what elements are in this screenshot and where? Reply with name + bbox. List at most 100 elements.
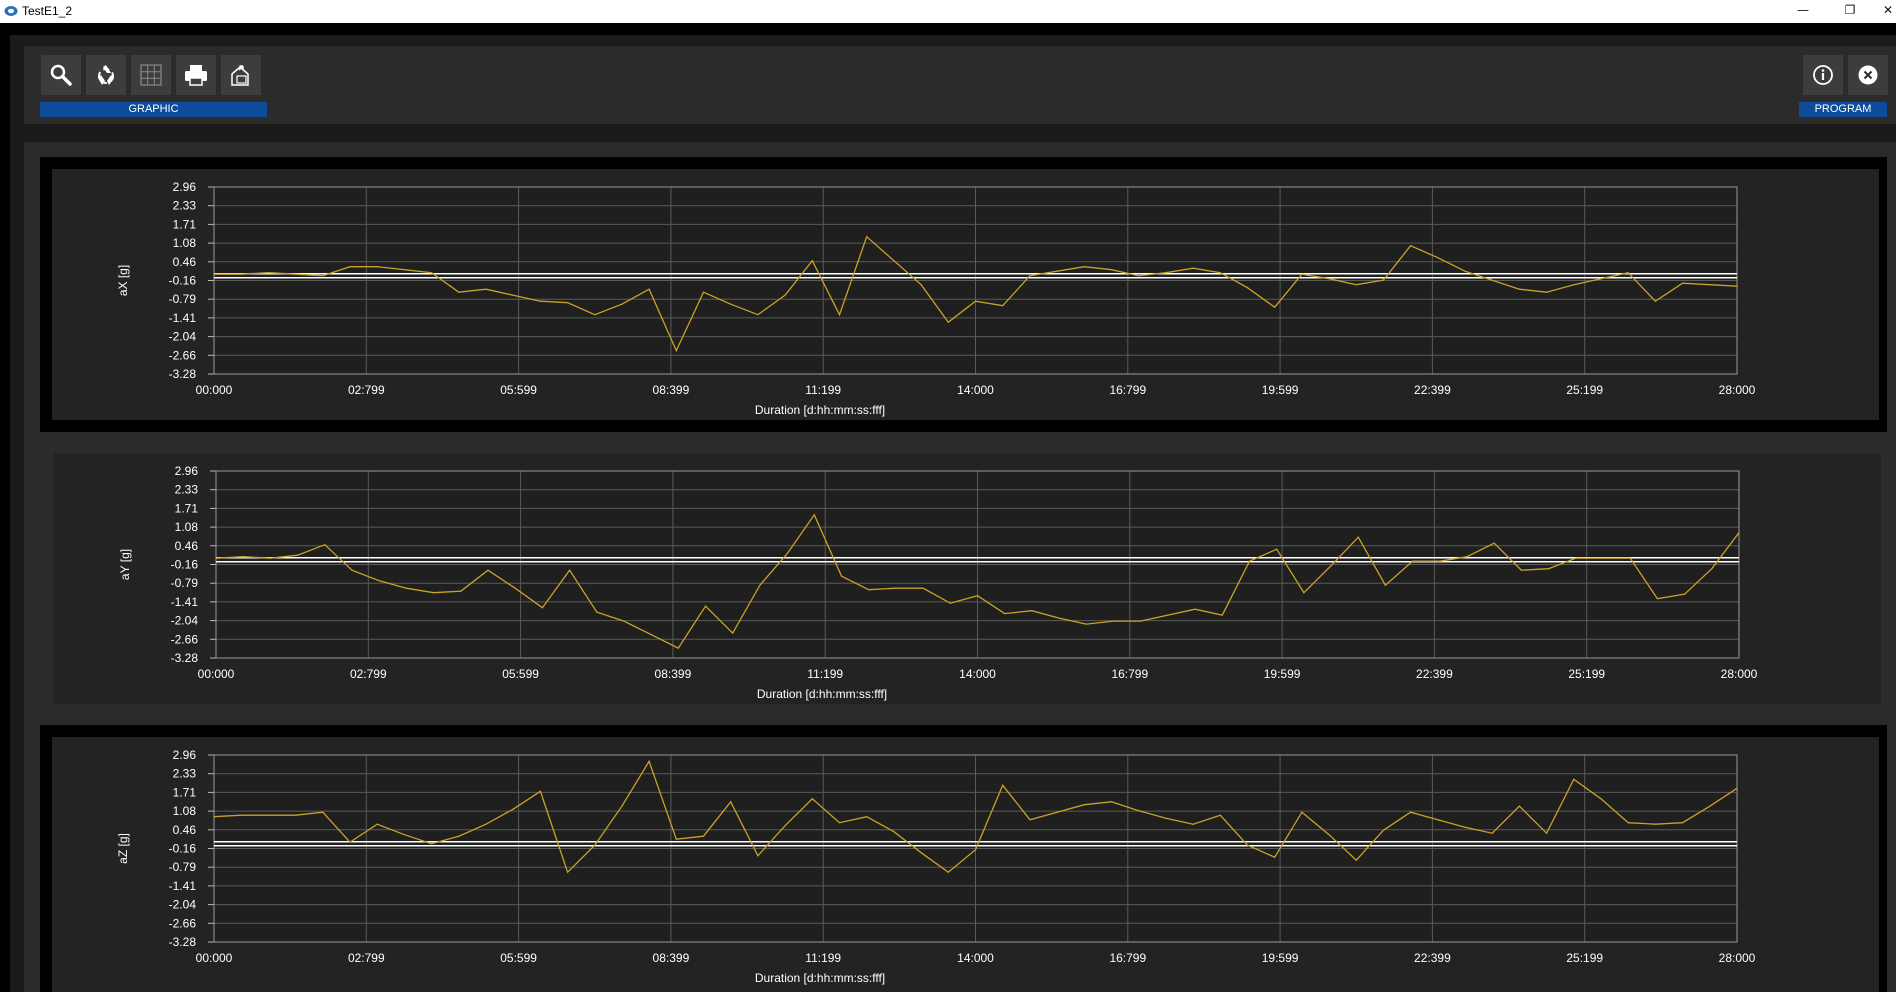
search-button[interactable]	[41, 55, 81, 95]
y-tick-label: -0.16	[171, 558, 199, 572]
data-point	[568, 569, 571, 571]
info-icon	[1813, 65, 1833, 85]
data-point	[403, 269, 405, 271]
data-point	[650, 634, 652, 636]
data-point	[1736, 787, 1738, 789]
data-point	[1464, 270, 1466, 272]
chart-ay: 2.96 2.33 1.71 1.08 0.46 -0.16 -0.79 -1.41 -2.04…	[118, 464, 1758, 701]
grid-icon	[140, 64, 162, 86]
chart-panel-ax[interactable]: 2.96 2.33 1.71 1.08 0.46 -0.16 -0.79 -1.41 -2.04…	[40, 157, 1887, 432]
x-tick-label: 25:199	[1566, 951, 1603, 965]
data-point	[485, 823, 487, 825]
data-point	[1627, 272, 1629, 274]
data-point	[1246, 287, 1249, 289]
recycle-icon	[98, 65, 114, 85]
chart-panel-az[interactable]: 2.96 2.33 1.71 1.08 0.46 -0.16 -0.79 -1.41 -2.04…	[40, 725, 1887, 992]
data-point	[512, 808, 514, 810]
data-point	[947, 871, 949, 873]
x-tick-label: 02:799	[348, 383, 385, 397]
x-tick-label: 11:199	[807, 667, 843, 681]
x-tick-label: 19:599	[1262, 383, 1299, 397]
data-point	[1138, 810, 1140, 812]
data-point	[1138, 275, 1140, 277]
x-tick-label: 00:000	[198, 667, 235, 681]
data-point	[1493, 542, 1495, 544]
data-point	[730, 303, 732, 305]
data-point	[1573, 284, 1575, 286]
graphic-section-label: GRAPHIC	[40, 102, 267, 117]
grid-button[interactable]	[131, 55, 171, 95]
data-point	[1328, 834, 1330, 836]
minimize-button[interactable]: —	[1797, 3, 1809, 17]
printer-icon	[185, 65, 207, 86]
data-point	[514, 587, 516, 589]
data-point	[922, 587, 924, 589]
data-point	[349, 841, 351, 843]
y-axis-label: aY [g]	[118, 549, 132, 580]
x-tick-label: 25:199	[1566, 383, 1603, 397]
info-button[interactable]	[1803, 55, 1843, 95]
chart-panel-ay[interactable]: 2.96 2.33 1.71 1.08 0.46 -0.16 -0.79 -1.41 -2.04…	[54, 453, 1881, 704]
export-icon	[231, 65, 249, 86]
y-tick-label: -0.79	[169, 860, 197, 874]
data-point	[675, 838, 677, 840]
x-tick-label: 11:199	[805, 383, 841, 397]
data-point	[730, 801, 732, 803]
x-tick-label: 05:599	[502, 667, 539, 681]
data-point	[677, 647, 679, 649]
data-point	[1056, 811, 1058, 813]
data-point	[1600, 278, 1602, 280]
data-point	[596, 611, 598, 613]
close-button[interactable]	[1848, 55, 1888, 95]
data-point	[541, 607, 543, 609]
data-point	[512, 294, 514, 296]
data-point	[213, 816, 215, 818]
restore-button[interactable]: ❐	[1844, 3, 1856, 17]
data-point	[757, 855, 759, 857]
data-point	[1029, 819, 1031, 821]
data-point	[1219, 272, 1221, 274]
data-point	[430, 843, 433, 845]
x-tick-label: 05:599	[500, 383, 537, 397]
toolbar: GRAPHIC PROGRAM	[24, 46, 1896, 124]
data-point	[322, 811, 324, 813]
x-tick-label: 05:599	[500, 951, 537, 965]
x-tick-label: 22:399	[1416, 667, 1453, 681]
x-tick-label: 00:000	[196, 383, 233, 397]
x-tick-label: 11:199	[805, 951, 841, 965]
data-point	[1355, 284, 1357, 286]
data-point	[621, 303, 623, 305]
data-point	[1248, 560, 1251, 562]
data-point	[1330, 565, 1332, 567]
data-point	[378, 580, 380, 582]
y-tick-label: -2.04	[169, 330, 197, 344]
data-point	[213, 273, 215, 275]
y-tick-label: -0.16	[169, 274, 197, 288]
program-section-label: PROGRAM	[1799, 102, 1887, 117]
data-point	[1629, 557, 1631, 559]
data-point	[294, 273, 297, 275]
data-point	[240, 814, 242, 816]
data-point	[267, 814, 269, 816]
y-tick-label: -2.66	[171, 632, 199, 646]
y-tick-label: 2.33	[173, 199, 197, 213]
y-tick-label: 2.33	[173, 767, 197, 781]
data-point	[566, 871, 569, 873]
print-button[interactable]	[176, 55, 216, 95]
title-bar: TestE1_2 — ❐ ✕	[0, 0, 1896, 23]
data-point	[1328, 278, 1330, 280]
data-point	[1276, 548, 1278, 550]
close-window-button[interactable]: ✕	[1882, 3, 1894, 17]
x-tick-label: 08:399	[653, 951, 690, 965]
data-point	[621, 805, 623, 807]
export-button[interactable]	[221, 55, 261, 95]
y-tick-label: 0.46	[173, 255, 197, 269]
data-point	[974, 300, 977, 302]
data-point	[786, 553, 788, 555]
data-point	[1165, 272, 1167, 274]
data-point	[732, 632, 734, 634]
refresh-button[interactable]	[86, 55, 126, 95]
chart-az: 2.96 2.33 1.71 1.08 0.46 -0.16 -0.79 -1.41 -2.04…	[116, 748, 1756, 985]
y-tick-label: 0.46	[173, 823, 197, 837]
data-point	[893, 831, 895, 833]
